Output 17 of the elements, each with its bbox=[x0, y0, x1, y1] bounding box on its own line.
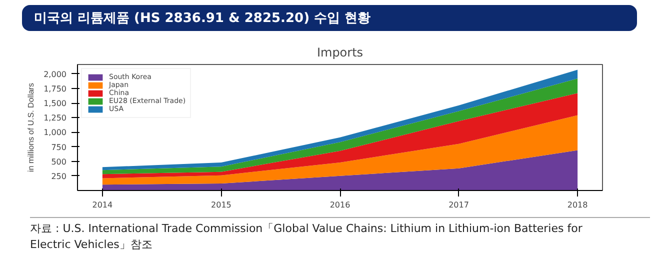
y-tick-label: 500 bbox=[51, 157, 67, 166]
chart-subtitle: Imports bbox=[316, 46, 364, 60]
y-tick-label: 250 bbox=[51, 172, 67, 181]
y-tick-label: 1,500 bbox=[44, 99, 67, 108]
x-tick-label: 2015 bbox=[211, 200, 232, 210]
y-tick-label: 1,000 bbox=[44, 128, 67, 138]
x-tick-label: 2018 bbox=[567, 200, 588, 210]
y-tick-label: 2,000 bbox=[44, 70, 67, 79]
x-tick-label: 2016 bbox=[330, 200, 350, 210]
text: 자료 : U.S. International Trade Commission「Global Value Chains: Lithium in Lithium-ion Batteries for Electric Vehicles」참조 bbox=[30, 221, 584, 252]
x-tick-label: 2014 bbox=[92, 200, 113, 210]
x-tick-label: 2017 bbox=[448, 200, 469, 210]
y-tick-label: 750 bbox=[51, 142, 67, 152]
chart-title: 미국의 리튬제품 (HS 2836.91 & 2825.20) 수입 현황 bbox=[34, 10, 371, 28]
y-axis-title: in millions of U.S. Dollars bbox=[26, 83, 36, 172]
y-tick-label: 1,250 bbox=[44, 114, 67, 123]
y-tick-label: 1,750 bbox=[44, 84, 67, 94]
